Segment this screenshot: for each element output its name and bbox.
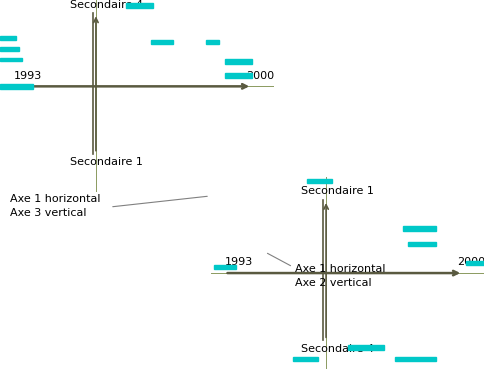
Bar (402, 226, 435, 231)
Text: Secondaire 1: Secondaire 1 (70, 157, 143, 168)
Bar (465, 261, 484, 265)
Bar (0, 58, 22, 61)
Text: 1993: 1993 (224, 257, 252, 267)
Bar (306, 179, 331, 183)
Text: Secondaire 4: Secondaire 4 (70, 0, 143, 10)
Text: Axe 1 horizontal: Axe 1 horizontal (10, 194, 100, 204)
Bar (151, 40, 172, 44)
Bar (0, 85, 33, 89)
Text: Secondaire 4: Secondaire 4 (300, 344, 373, 354)
Bar (0, 47, 19, 51)
Bar (224, 59, 252, 64)
Bar (224, 73, 252, 78)
Text: 2000: 2000 (457, 257, 484, 267)
Text: Secondaire 1: Secondaire 1 (300, 186, 373, 196)
Text: 1993: 1993 (14, 70, 42, 80)
Bar (292, 357, 317, 361)
Text: 2000: 2000 (246, 70, 274, 80)
Bar (126, 3, 153, 8)
Text: Axe 1 horizontal: Axe 1 horizontal (294, 264, 385, 274)
Bar (394, 356, 435, 361)
Bar (0, 37, 16, 40)
Bar (408, 242, 435, 246)
Text: Axe 2 vertical: Axe 2 vertical (294, 278, 371, 288)
Text: Axe 3 vertical: Axe 3 vertical (10, 208, 86, 218)
Bar (347, 345, 383, 350)
Bar (213, 265, 235, 269)
Bar (205, 40, 219, 44)
